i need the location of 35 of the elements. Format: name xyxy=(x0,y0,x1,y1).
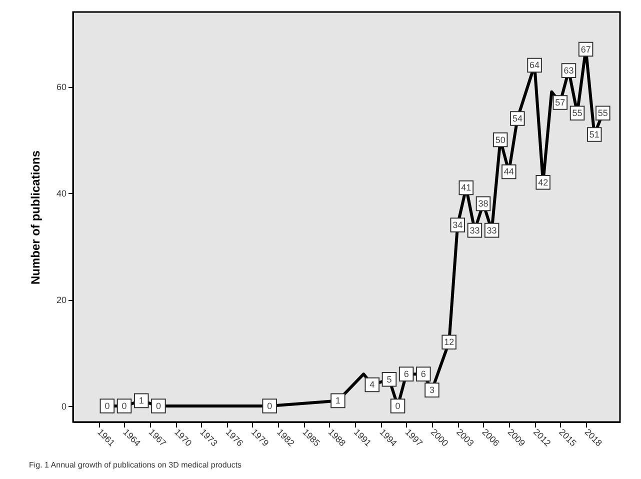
y-axis-title: Number of publications xyxy=(28,150,42,285)
data-label: 41 xyxy=(461,182,472,193)
data-label: 6 xyxy=(404,369,409,380)
text: Fig. 1 Annual growth of publications on 3D medical products xyxy=(28,460,242,470)
data-label: 34 xyxy=(452,220,463,230)
data-label: 44 xyxy=(504,166,514,177)
y-tick-label: 40 xyxy=(56,188,66,199)
y-tick-label: 0 xyxy=(61,402,66,412)
data-label: 0 xyxy=(395,401,400,412)
data-label: 5 xyxy=(386,374,392,384)
data-label: 55 xyxy=(572,108,582,118)
y-tick-label: 20 xyxy=(56,295,66,306)
data-label: 1 xyxy=(138,396,144,406)
data-label: 0 xyxy=(104,401,110,412)
data-label: 64 xyxy=(530,60,540,70)
data-label: 3 xyxy=(429,385,434,396)
data-label: 38 xyxy=(478,198,488,209)
y-tick-label: 60 xyxy=(56,82,66,92)
data-label: 33 xyxy=(486,225,497,236)
data-label: 0 xyxy=(267,401,272,412)
data-label: 1 xyxy=(335,396,340,406)
data-label: 42 xyxy=(538,177,548,188)
data-label: 50 xyxy=(495,134,506,145)
data-label: 57 xyxy=(555,98,566,108)
data-label: 0 xyxy=(122,401,127,412)
data-label: 54 xyxy=(512,113,522,124)
data-label: 0 xyxy=(156,401,161,412)
data-label: 51 xyxy=(589,129,600,140)
data-label: 4 xyxy=(370,380,375,390)
data-label: 67 xyxy=(580,44,591,54)
data-label: 55 xyxy=(598,108,608,118)
data-label: 12 xyxy=(444,337,454,348)
data-label: 6 xyxy=(420,369,426,380)
data-label: 33 xyxy=(470,225,480,236)
data-label: 63 xyxy=(564,66,574,76)
